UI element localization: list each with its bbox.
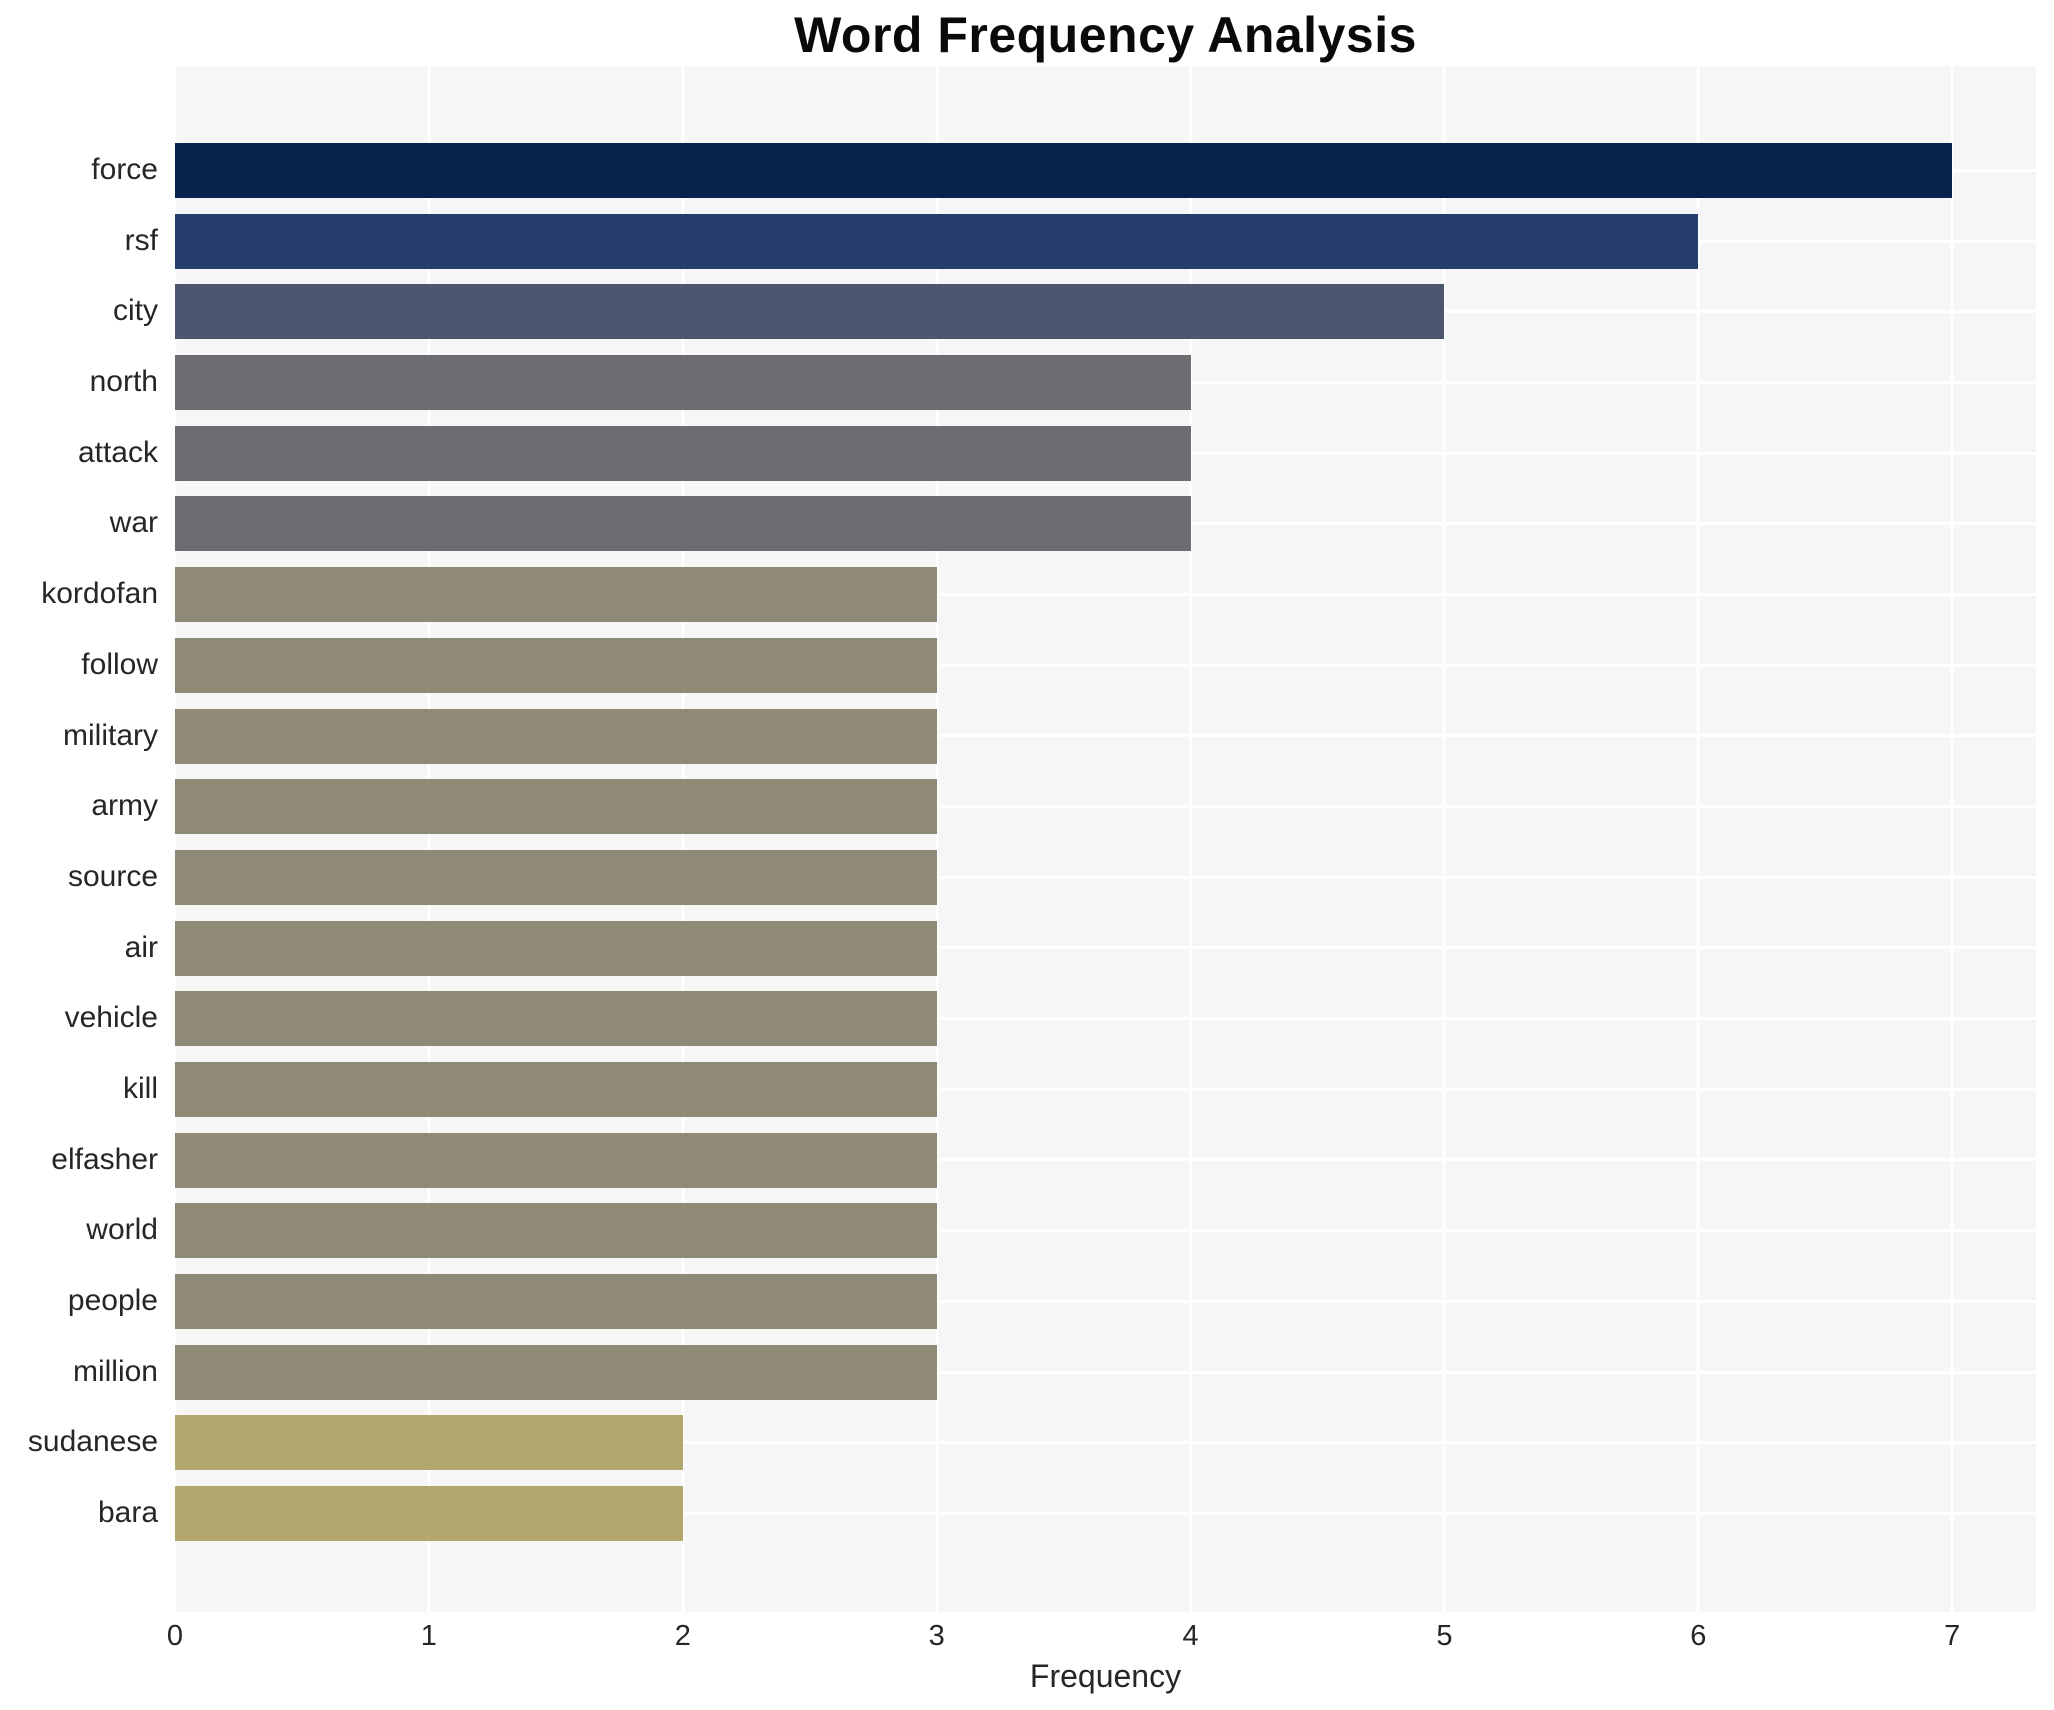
bar-row bbox=[175, 559, 2036, 630]
frequency-bar bbox=[175, 708, 937, 764]
y-gridline bbox=[175, 1441, 2036, 1445]
frequency-bar bbox=[175, 849, 937, 905]
bar-row bbox=[175, 347, 2036, 418]
bar-row bbox=[175, 1125, 2036, 1196]
bar-row bbox=[175, 1195, 2036, 1266]
category-label: air bbox=[124, 930, 158, 964]
frequency-bar bbox=[175, 779, 937, 835]
x-gridline bbox=[935, 66, 939, 1612]
x-gridline bbox=[427, 66, 431, 1612]
category-label: kordofan bbox=[41, 577, 158, 611]
bar-row bbox=[175, 771, 2036, 842]
plot-area bbox=[173, 66, 2036, 1612]
category-label: million bbox=[72, 1354, 158, 1388]
bar-row bbox=[175, 701, 2036, 772]
x-gridline bbox=[1442, 66, 1446, 1612]
frequency-bar bbox=[175, 1203, 937, 1259]
y-gridline bbox=[175, 875, 2036, 879]
category-label: sudanese bbox=[27, 1425, 158, 1459]
x-tick-label: 4 bbox=[1182, 1620, 1199, 1652]
frequency-bar bbox=[175, 920, 937, 976]
y-gridline bbox=[175, 1017, 2036, 1021]
bar-row bbox=[175, 135, 2036, 206]
frequency-bar bbox=[175, 1344, 937, 1400]
y-gridline bbox=[175, 805, 2036, 809]
category-label: city bbox=[113, 294, 158, 328]
bar-row bbox=[175, 1478, 2036, 1549]
bar-row bbox=[175, 630, 2036, 701]
category-label: world bbox=[86, 1213, 158, 1247]
category-label: force bbox=[91, 153, 158, 186]
x-gridline bbox=[681, 66, 685, 1612]
frequency-bar bbox=[175, 1132, 937, 1188]
category-label: source bbox=[67, 859, 158, 893]
x-tick-label: 6 bbox=[1690, 1620, 1707, 1652]
bar-row bbox=[175, 276, 2036, 347]
bar-row bbox=[175, 983, 2036, 1054]
frequency-bar bbox=[175, 637, 937, 693]
y-gridline bbox=[175, 1299, 2036, 1303]
frequency-bar bbox=[175, 1274, 937, 1329]
bar-row bbox=[175, 1337, 2036, 1408]
x-tick-label: 3 bbox=[928, 1620, 945, 1652]
frequency-bar bbox=[175, 425, 1191, 481]
x-tick-label: 0 bbox=[166, 1620, 184, 1652]
bar-row bbox=[175, 1407, 2036, 1478]
x-tick-label: 1 bbox=[420, 1620, 437, 1652]
y-gridline bbox=[175, 1370, 2036, 1374]
y-gridline bbox=[175, 1158, 2036, 1162]
category-label: army bbox=[91, 789, 158, 823]
x-gridline bbox=[1189, 66, 1193, 1612]
y-gridline bbox=[175, 592, 2036, 596]
frequency-bar bbox=[175, 284, 1445, 340]
y-gridline bbox=[175, 734, 2036, 738]
frequency-bar bbox=[175, 496, 1191, 552]
category-label: attack bbox=[77, 435, 158, 469]
frequency-bar bbox=[175, 1486, 683, 1542]
x-tick-label: 7 bbox=[1944, 1620, 1961, 1652]
y-gridline bbox=[175, 946, 2036, 950]
x-gridline bbox=[1950, 66, 1954, 1612]
category-label: rsf bbox=[124, 223, 158, 257]
category-label: vehicle bbox=[64, 1001, 158, 1035]
y-gridline bbox=[175, 663, 2036, 667]
category-label: people bbox=[67, 1284, 158, 1317]
chart-title: Word Frequency Analysis bbox=[794, 7, 1417, 63]
frequency-bar bbox=[175, 355, 1191, 411]
frequency-bar bbox=[175, 213, 1699, 269]
category-label: kill bbox=[123, 1071, 158, 1105]
category-label: elfasher bbox=[51, 1142, 158, 1176]
x-axis-ticks: 0 1 2 3 4 5 6 7 bbox=[167, 1620, 2036, 1660]
frequency-bar bbox=[175, 1415, 683, 1471]
bar-row bbox=[175, 842, 2036, 913]
frequency-bar bbox=[175, 567, 937, 623]
x-tick-label: 2 bbox=[674, 1620, 691, 1652]
y-axis-labels: force rsf city north attack war kordofan follow… bbox=[0, 135, 158, 1549]
category-label: bara bbox=[97, 1496, 158, 1530]
bar-row bbox=[175, 1266, 2036, 1337]
frequency-bar bbox=[175, 991, 937, 1047]
bar-row bbox=[175, 488, 2036, 559]
category-label: north bbox=[89, 365, 158, 399]
bar-row bbox=[175, 418, 2036, 489]
category-label: follow bbox=[81, 647, 158, 681]
bar-row bbox=[175, 206, 2036, 277]
bar-row bbox=[175, 913, 2036, 984]
x-gridline bbox=[173, 66, 177, 1612]
x-tick-label: 5 bbox=[1436, 1620, 1453, 1652]
frequency-bar bbox=[175, 143, 1953, 198]
x-gridline bbox=[1696, 66, 1700, 1612]
y-gridline bbox=[175, 1087, 2036, 1091]
frequency-bar bbox=[175, 1061, 937, 1117]
y-gridline bbox=[175, 1229, 2036, 1233]
bar-rows bbox=[175, 135, 2036, 1549]
x-axis-label: Frequency bbox=[1029, 1658, 1182, 1694]
category-label: war bbox=[109, 506, 158, 540]
y-gridline bbox=[175, 1511, 2036, 1515]
category-label: military bbox=[63, 718, 158, 752]
bar-row bbox=[175, 1054, 2036, 1125]
